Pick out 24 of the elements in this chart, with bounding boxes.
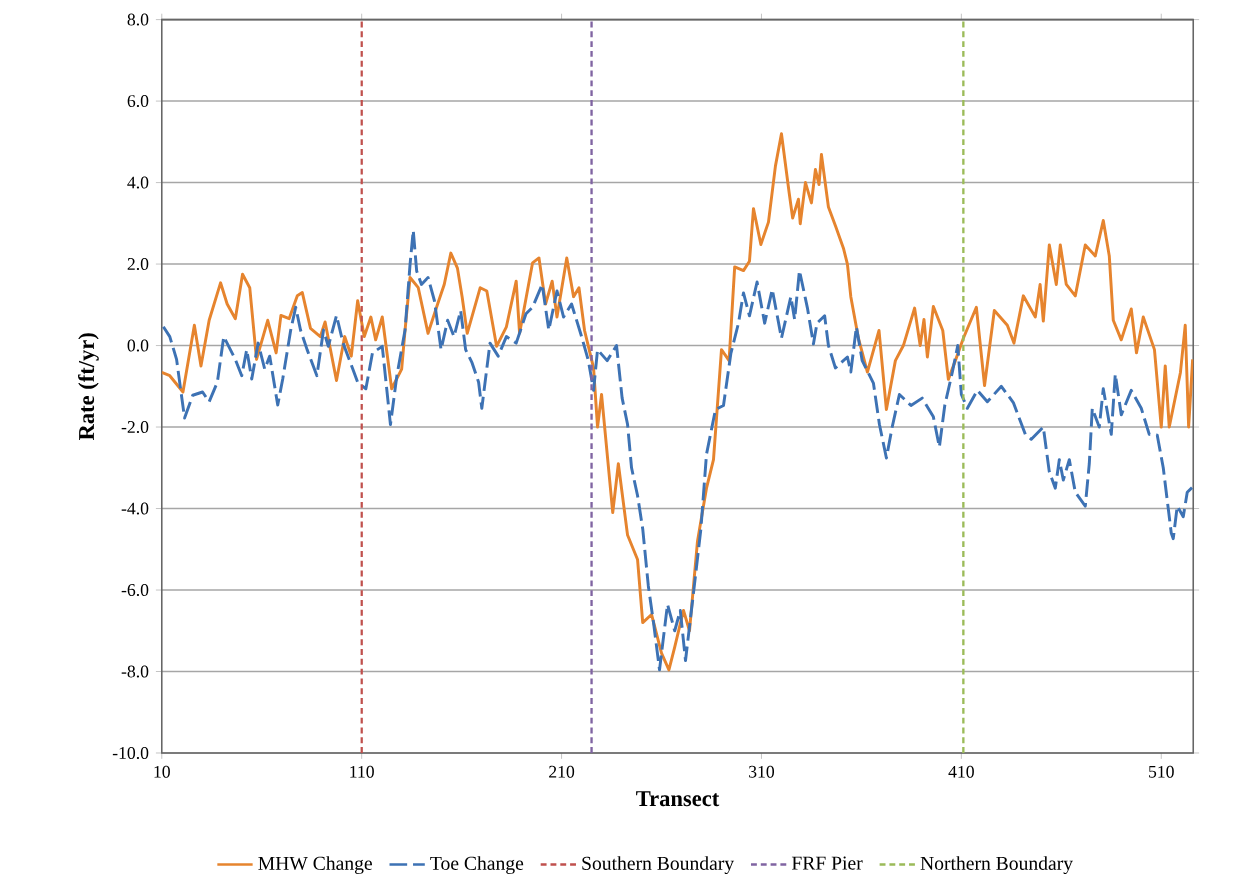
- legend-label: FRF Pier: [791, 856, 863, 870]
- x-tick-label: 410: [948, 765, 974, 778]
- y-tick-label: 0.0: [127, 339, 149, 352]
- y-axis-title: Rate (ft/yr): [78, 332, 99, 440]
- legend-label: Southern Boundary: [582, 856, 735, 874]
- y-tick-label: 6.0: [127, 94, 149, 107]
- y-tick-label: 4.0: [127, 176, 149, 189]
- x-tick-label: 310: [749, 765, 775, 778]
- x-tick-label: 110: [350, 765, 374, 778]
- y-tick-label: 8.0: [127, 13, 149, 26]
- y-tick-label: -6.0: [121, 583, 149, 596]
- legend-label: Toe Change: [430, 856, 524, 874]
- legend-label: Northern Boundary: [920, 856, 1073, 874]
- x-axis-title: Transect: [636, 791, 720, 806]
- x-tick-label: 10: [154, 765, 170, 778]
- y-tick-label: -2.0: [121, 420, 149, 433]
- y-tick-label: -4.0: [121, 502, 149, 515]
- y-tick-label: -10.0: [112, 746, 149, 759]
- x-tick-label: 510: [1149, 765, 1174, 778]
- legend-label: MHW Change: [258, 856, 372, 874]
- x-tick-label: 210: [549, 765, 575, 778]
- y-tick-label: -8.0: [121, 665, 149, 678]
- line-series: [161, 132, 1194, 672]
- y-tick-label: 2.0: [127, 257, 149, 270]
